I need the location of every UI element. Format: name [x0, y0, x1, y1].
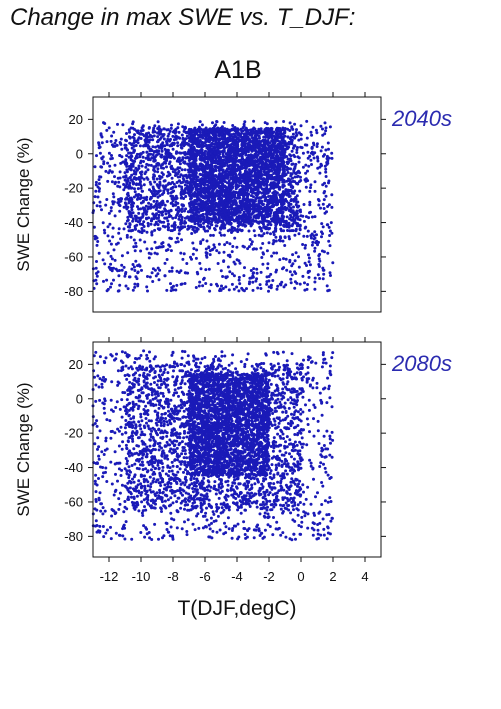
xtick-label: 2 — [329, 569, 336, 584]
xtick-label: -2 — [263, 569, 275, 584]
xtick-label: -10 — [132, 569, 151, 584]
scatter-points-2080s — [91, 349, 335, 542]
period-label: 2040s — [391, 106, 452, 131]
ytick-label: -20 — [64, 181, 83, 196]
xtick-label: -12 — [100, 569, 119, 584]
ytick-label: 20 — [69, 357, 83, 372]
ytick-label: 20 — [69, 112, 83, 127]
y-axis-label: SWE Change (%) — [14, 382, 33, 516]
y-axis-label: SWE Change (%) — [14, 137, 33, 271]
x-axis-label: T(DJF,degC) — [177, 597, 296, 620]
ytick-label: -60 — [64, 249, 83, 264]
ytick-label: 0 — [76, 391, 83, 406]
ytick-label: 0 — [76, 146, 83, 161]
xtick-label: 4 — [361, 569, 368, 584]
xtick-label: -4 — [231, 569, 243, 584]
ytick-label: -40 — [64, 460, 83, 475]
scatter-points-2040s — [91, 119, 335, 293]
scenario-title: A1B — [214, 56, 262, 84]
xtick-label: 0 — [297, 569, 304, 584]
ytick-label: -80 — [64, 284, 83, 299]
period-label: 2080s — [391, 351, 452, 376]
ytick-label: -60 — [64, 494, 83, 509]
ytick-label: -20 — [64, 426, 83, 441]
figure-title: Change in max SWE vs. T_DJF: — [10, 4, 356, 31]
xtick-label: -8 — [167, 569, 179, 584]
ytick-label: -80 — [64, 529, 83, 544]
ytick-label: -40 — [64, 215, 83, 230]
xtick-label: -6 — [199, 569, 211, 584]
